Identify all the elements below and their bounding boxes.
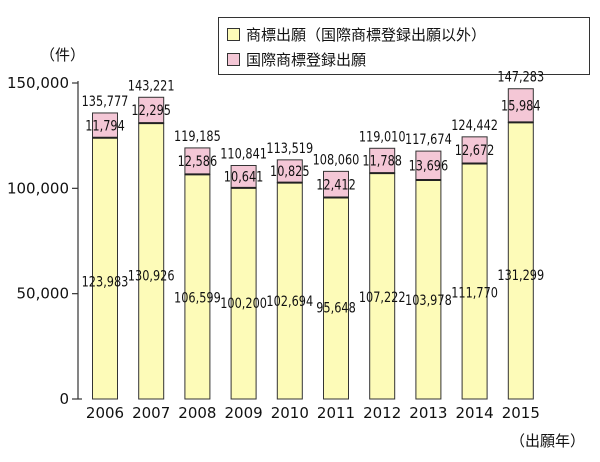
bar-segment-domestic xyxy=(370,173,395,399)
data-label-domestic: 100,200 xyxy=(220,296,267,313)
data-label-intl: 12,412 xyxy=(316,177,356,194)
y-tick-label: 0 xyxy=(59,390,69,408)
x-tick-label: 2010 xyxy=(271,404,309,422)
x-tick-label: 2008 xyxy=(178,404,216,422)
x-tick-label: 2009 xyxy=(225,404,263,422)
bar-segment-domestic xyxy=(185,174,210,399)
data-label-intl: 12,672 xyxy=(455,143,495,160)
data-label-domestic: 107,222 xyxy=(359,290,406,307)
data-label-total: 108,060 xyxy=(313,152,360,169)
data-label-intl: 12,295 xyxy=(131,103,171,120)
data-label-domestic: 131,299 xyxy=(497,268,544,285)
data-label-total: 124,442 xyxy=(451,118,498,135)
bar-segment-domestic xyxy=(324,198,349,399)
x-axis-unit: （出願年） xyxy=(510,430,585,451)
data-label-intl: 13,696 xyxy=(409,158,449,175)
data-label-domestic: 103,978 xyxy=(405,293,452,310)
data-label-domestic: 95,648 xyxy=(316,300,356,317)
data-label-domestic: 123,983 xyxy=(82,274,129,291)
bar-segment-domestic xyxy=(277,183,302,399)
data-label-total: 110,841 xyxy=(220,146,267,163)
x-tick-label: 2013 xyxy=(409,404,447,422)
x-tick-label: 2007 xyxy=(132,404,170,422)
x-tick-label: 2011 xyxy=(317,404,355,422)
data-label-intl: 10,641 xyxy=(224,169,264,186)
data-label-domestic: 102,694 xyxy=(266,294,313,311)
bar-segment-domestic xyxy=(416,180,441,399)
data-label-intl: 15,984 xyxy=(501,98,541,115)
data-label-domestic: 130,926 xyxy=(128,268,175,285)
bar-segment-domestic xyxy=(231,188,256,399)
data-label-intl: 12,586 xyxy=(178,154,218,171)
data-label-total: 119,010 xyxy=(359,129,406,146)
data-label-intl: 11,794 xyxy=(85,118,125,135)
bar-segment-domestic xyxy=(139,123,164,399)
x-tick-label: 2012 xyxy=(363,404,401,422)
bar-segment-domestic xyxy=(462,164,487,399)
x-tick-label: 2006 xyxy=(86,404,124,422)
data-label-total: 135,777 xyxy=(82,94,129,111)
data-label-intl: 11,788 xyxy=(362,153,402,170)
data-label-total: 117,674 xyxy=(405,132,452,149)
data-label-total: 143,221 xyxy=(128,78,175,95)
x-tick-label: 2015 xyxy=(502,404,540,422)
bar-segment-domestic xyxy=(508,122,533,399)
bar-segment-domestic xyxy=(93,138,118,399)
y-tick-label: 100,000 xyxy=(7,179,69,197)
x-tick-label: 2014 xyxy=(456,404,494,422)
y-tick-label: 150,000 xyxy=(7,74,69,92)
data-label-total: 113,519 xyxy=(266,141,313,158)
data-label-domestic: 106,599 xyxy=(174,290,221,307)
data-label-total: 119,185 xyxy=(174,129,221,146)
data-label-domestic: 111,770 xyxy=(451,285,498,302)
y-tick-label: 50,000 xyxy=(17,285,70,303)
data-label-total: 147,283 xyxy=(497,69,544,86)
data-label-intl: 10,825 xyxy=(270,164,310,181)
